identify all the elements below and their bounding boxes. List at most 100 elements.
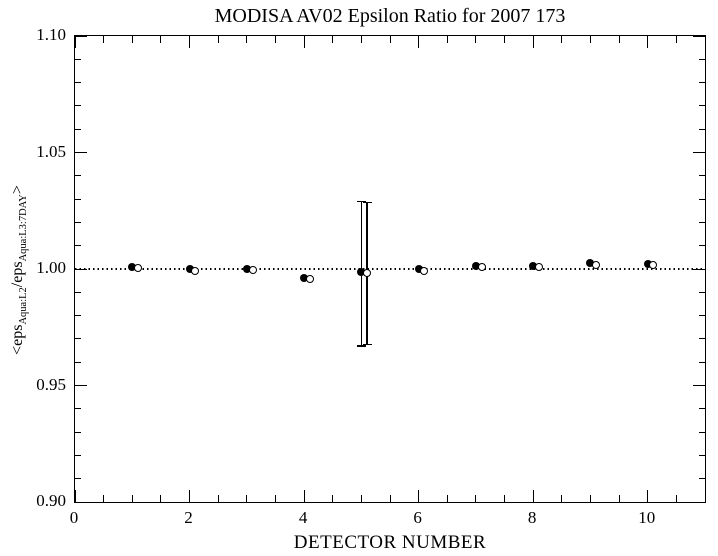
- x-tick: [446, 36, 448, 43]
- x-tick: [532, 36, 534, 48]
- y-tick: [75, 128, 81, 130]
- y-tick-label: 1.10: [36, 25, 66, 44]
- y-tick: [693, 501, 705, 503]
- x-tick: [446, 495, 448, 502]
- x-tick: [246, 36, 248, 43]
- x-tick: [217, 495, 219, 502]
- x-tick-label: 0: [69, 508, 79, 527]
- x-tick: [475, 495, 477, 502]
- data-point-filled-circle: [242, 265, 251, 273]
- y-tick: [75, 385, 87, 386]
- x-tick: [131, 36, 133, 43]
- y-tick: [75, 198, 81, 200]
- y-tick: [75, 501, 87, 503]
- y-tick: [699, 175, 705, 177]
- data-point-open-circle: [649, 261, 658, 270]
- y-tick: [693, 35, 705, 37]
- x-tick: [561, 495, 563, 502]
- y-label-text: <eps: [8, 324, 26, 355]
- data-point-filled-circle: [471, 261, 480, 270]
- x-tick: [504, 495, 506, 502]
- error-bar-cap: [356, 345, 366, 347]
- y-tick: [75, 58, 81, 60]
- x-tick: [189, 36, 191, 48]
- data-point-filled-circle: [643, 260, 652, 269]
- x-tick: [332, 36, 334, 43]
- y-tick: [693, 385, 705, 386]
- x-tick: [532, 490, 534, 502]
- x-tick: [360, 495, 362, 502]
- data-point-open-circle: [248, 265, 257, 274]
- data-point-open-circle: [592, 261, 601, 270]
- x-tick-label: 2: [184, 508, 193, 527]
- x-tick: [675, 495, 677, 502]
- y-tick: [75, 105, 81, 107]
- y-tick: [699, 408, 705, 410]
- y-tick: [699, 291, 705, 293]
- x-tick: [704, 36, 706, 43]
- y-tick: [75, 431, 81, 433]
- y-tick: [699, 478, 705, 480]
- y-tick: [75, 175, 81, 177]
- data-point-filled-circle: [586, 259, 595, 268]
- data-point-filled-circle: [357, 268, 366, 277]
- y-tick: [699, 221, 705, 223]
- x-tick: [475, 36, 477, 43]
- data-point-open-circle: [534, 262, 543, 271]
- x-tick-label: 10: [638, 508, 656, 527]
- y-tick: [699, 128, 705, 130]
- y-tick: [699, 105, 705, 107]
- y-tick: [75, 221, 81, 223]
- y-tick: [75, 361, 81, 363]
- y-tick: [75, 338, 81, 340]
- data-point-open-circle: [134, 264, 142, 273]
- x-tick: [647, 490, 649, 502]
- y-tick: [699, 245, 705, 247]
- data-point-open-circle: [420, 266, 429, 275]
- error-bar-cap: [356, 200, 366, 203]
- x-tick: [131, 495, 133, 502]
- data-point-filled-circle: [185, 265, 194, 273]
- data-point-open-circle: [191, 266, 200, 275]
- y-tick-label: 0.90: [36, 491, 66, 510]
- y-tick: [699, 82, 705, 84]
- y-tick: [75, 82, 81, 84]
- x-tick-label: 6: [413, 508, 422, 527]
- x-tick: [589, 36, 591, 43]
- x-tick: [332, 495, 334, 502]
- y-tick: [699, 58, 705, 60]
- y-tick: [699, 431, 705, 433]
- error-bar-cap: [362, 201, 372, 204]
- x-tick: [618, 495, 620, 502]
- x-tick: [274, 495, 276, 502]
- x-tick: [418, 490, 420, 502]
- x-tick: [704, 495, 706, 502]
- y-tick-label: 1.05: [36, 141, 66, 161]
- x-tick-label: 4: [298, 508, 308, 527]
- reference-line: [75, 268, 705, 270]
- x-tick: [675, 36, 677, 43]
- y-tick: [75, 35, 87, 37]
- data-point-open-circle: [305, 275, 314, 284]
- y-label-text: >: [8, 185, 26, 195]
- y-tick: [699, 338, 705, 340]
- y-tick: [75, 152, 87, 153]
- x-tick: [74, 36, 76, 48]
- x-tick: [274, 36, 276, 43]
- y-tick: [699, 315, 705, 317]
- y-tick: [699, 454, 705, 456]
- x-tick: [303, 490, 305, 502]
- data-point-filled-circle: [414, 265, 423, 273]
- data-point-open-circle: [477, 263, 486, 272]
- y-tick: [75, 454, 81, 456]
- x-axis-label: DETECTOR NUMBER: [293, 532, 487, 553]
- x-tick: [303, 36, 305, 48]
- x-tick: [103, 36, 105, 43]
- y-tick: [75, 478, 81, 480]
- error-bar-cap: [362, 344, 372, 346]
- x-tick: [647, 36, 649, 48]
- x-tick: [360, 36, 362, 43]
- y-tick: [75, 315, 81, 317]
- chart-title: MODISA AV02 Epsilon Ratio for 2007 173: [214, 5, 566, 27]
- y-tick: [693, 152, 705, 153]
